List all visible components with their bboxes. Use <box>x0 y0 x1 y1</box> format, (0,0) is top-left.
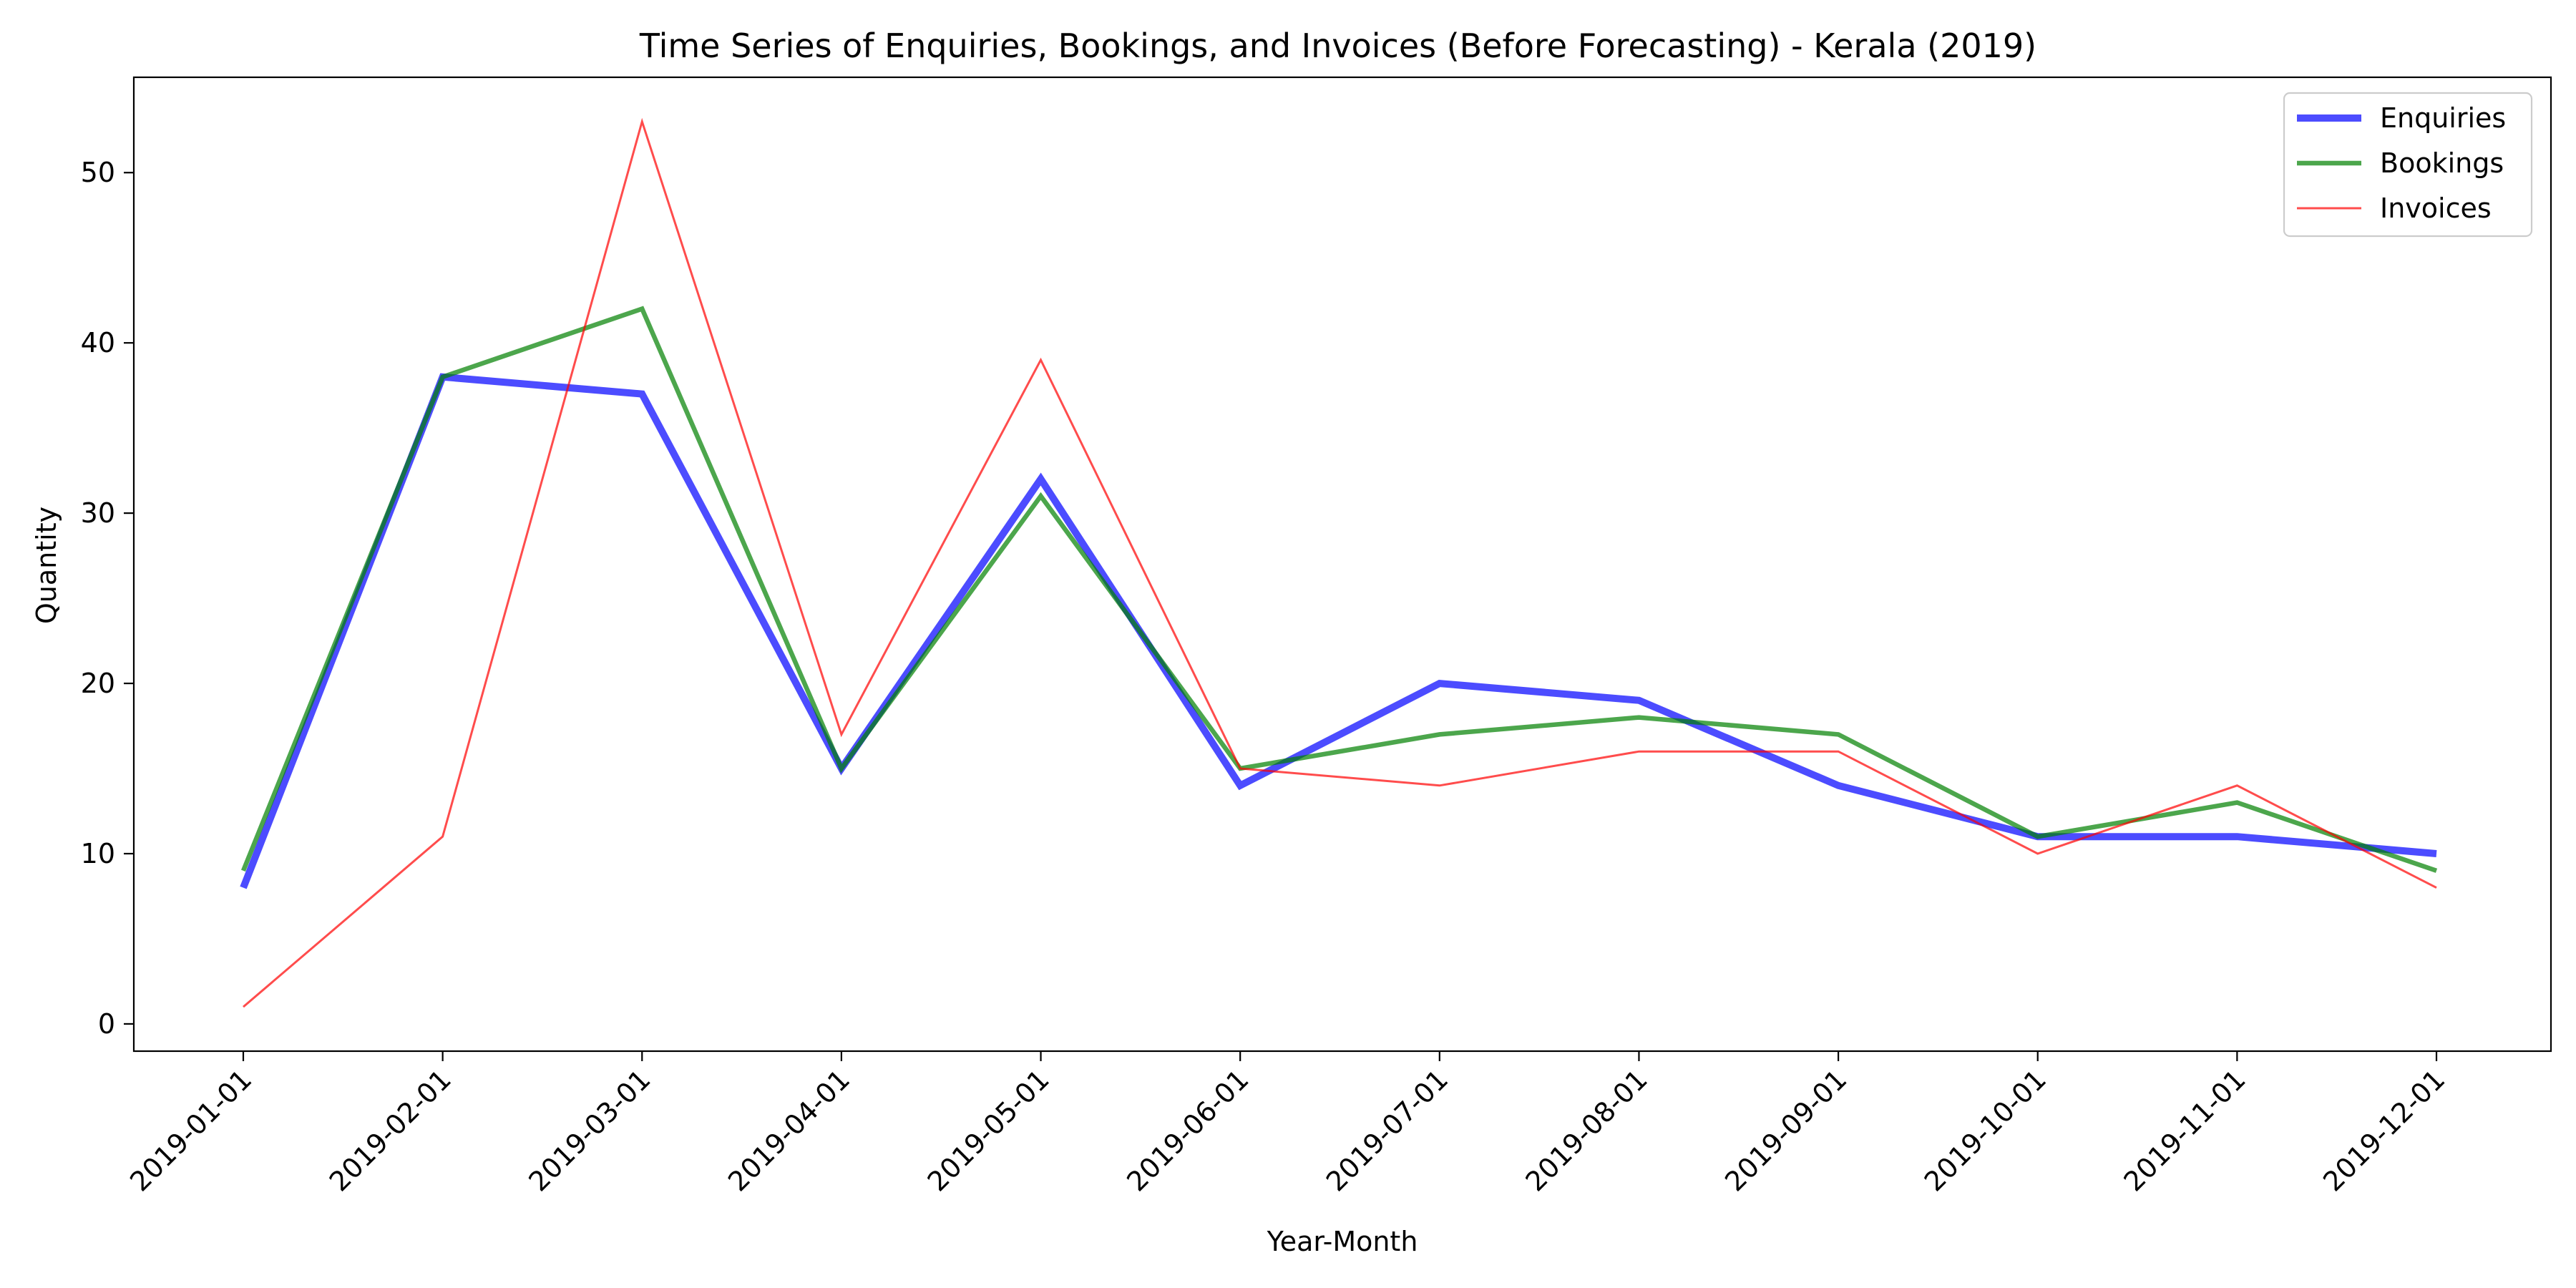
x-tick-label: 2019-09-01 <box>1719 1063 1853 1197</box>
y-tick-label: 40 <box>81 327 115 358</box>
plot-frame <box>132 76 2552 1053</box>
x-axis: 2019-01-01 2019-02-01 2019-03-01 2019-04-01… <box>124 1051 2451 1198</box>
x-axis-label: Year-Month <box>1267 1226 1418 1257</box>
series-line-bookings <box>240 306 2438 873</box>
series-layer <box>240 117 2438 1008</box>
plot-area <box>132 76 2552 1053</box>
x-tick-label: 2019-11-01 <box>2117 1063 2251 1197</box>
x-tick-label: 2019-05-01 <box>922 1063 1055 1197</box>
x-tick-label: 2019-08-01 <box>1520 1063 1654 1197</box>
x-tick-label: 2019-01-01 <box>124 1063 258 1197</box>
x-tick-label: 2019-10-01 <box>1918 1063 2052 1197</box>
x-tick-label: 2019-03-01 <box>522 1063 656 1197</box>
y-tick-label: 10 <box>81 838 115 869</box>
x-tick-label: 2019-02-01 <box>323 1063 457 1197</box>
y-tick-label: 0 <box>98 1008 115 1040</box>
y-tick-label: 20 <box>81 668 115 699</box>
series-line-invoices <box>243 117 2437 1008</box>
series-line-enquiries <box>240 373 2437 889</box>
y-tick-label: 30 <box>81 497 115 529</box>
legend: Enquiries Bookings Invoices <box>2283 92 2533 238</box>
chart-title: Time Series of Enquiries, Bookings, and … <box>639 26 2036 65</box>
y-tick-label: 50 <box>81 157 115 188</box>
legend-box <box>2283 92 2533 238</box>
x-tick-label: 2019-07-01 <box>1320 1063 1454 1197</box>
x-tick-label: 2019-04-01 <box>722 1063 856 1197</box>
y-axis-label: Quantity <box>31 507 62 624</box>
legend-label: Bookings <box>2380 147 2504 179</box>
x-tick-label: 2019-12-01 <box>2317 1063 2451 1197</box>
legend-label: Enquiries <box>2380 102 2506 134</box>
x-tick-label: 2019-06-01 <box>1121 1063 1254 1197</box>
legend-label: Invoices <box>2380 192 2492 224</box>
y-axis: 0 10 20 30 40 50 <box>81 157 134 1040</box>
